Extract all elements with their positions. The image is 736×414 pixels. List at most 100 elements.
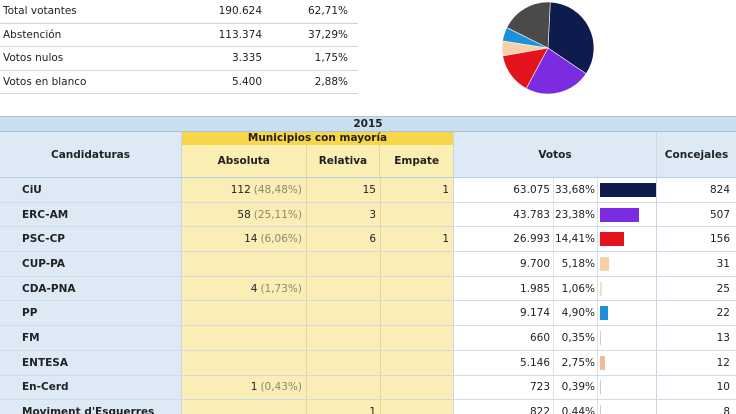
councillors-cell: 8 — [657, 400, 736, 414]
relative-majority-cell — [307, 276, 381, 301]
votes-cell: 723 — [454, 375, 554, 400]
vote-bar — [600, 380, 601, 395]
relative-majority-cell: 15 — [307, 178, 381, 202]
vote-bar-cell — [598, 178, 657, 202]
absolute-pct: (1,73%) — [260, 282, 302, 295]
councillors-cell: 31 — [657, 252, 736, 276]
vote-bar-cell — [598, 202, 657, 227]
relative-majority-cell — [307, 350, 381, 375]
table-header: Candidaturas Municipios con mayoría Abso… — [0, 132, 736, 178]
votes-cell: 26.993 — [454, 227, 554, 252]
table-row: Moviment d'Esquerres 1 822 0,44% 8 — [0, 400, 736, 414]
councillors-cell: 507 — [657, 202, 736, 227]
relative-majority-cell — [307, 301, 381, 326]
table-body: CiU 112 (48,48%) 15 1 63.075 33,68% 824 ERC-AM 58… — [0, 178, 736, 414]
vote-pct-cell: 33,68% — [554, 178, 598, 202]
summary-pct: 62,71% — [307, 5, 348, 18]
votes-cell: 5.146 — [454, 350, 554, 375]
vote-bar-cell — [598, 350, 657, 375]
summary-pct: 1,75% — [314, 52, 348, 65]
vote-pct-cell: 0,44% — [554, 400, 598, 414]
vote-bar — [600, 256, 609, 271]
table-row: CDA-PNA 4 (1,73%) 1.985 1,06% 25 — [0, 276, 736, 302]
absolute-count: 1 — [250, 381, 258, 394]
relative-majority-cell — [307, 326, 381, 350]
vote-bar — [600, 232, 624, 247]
tie-cell — [381, 276, 454, 301]
header-empate: Empate — [394, 155, 440, 167]
absolute-pct: (6,06%) — [260, 233, 302, 246]
vote-bar-cell — [598, 227, 657, 252]
councillors-cell: 13 — [657, 326, 736, 350]
party-name: Moviment d'Esquerres — [0, 400, 182, 414]
absolute-pct: (0,43%) — [260, 381, 302, 394]
absolute-pct: (48,48%) — [253, 183, 302, 196]
vote-pct-cell: 4,90% — [554, 301, 598, 326]
results-table: 2015 Candidaturas Municipios con mayoría… — [0, 116, 736, 414]
votes-cell: 1.985 — [454, 276, 554, 301]
table-row: FM 660 0,35% 13 — [0, 326, 736, 351]
absolute-majority-cell — [182, 400, 307, 414]
header-absoluta: Absoluta — [182, 145, 307, 177]
tie-cell — [381, 350, 454, 375]
votes-cell: 63.075 — [454, 178, 554, 202]
votes-cell: 9.700 — [454, 252, 554, 276]
table-row: En-Cerd 1 (0,43%) 723 0,39% 10 — [0, 375, 736, 401]
absolute-majority-cell — [182, 350, 307, 375]
summary-label: Total votantes — [3, 5, 77, 18]
councillors-cell: 22 — [657, 301, 736, 326]
vote-pct-cell: 0,35% — [554, 326, 598, 350]
table-row: CiU 112 (48,48%) 15 1 63.075 33,68% 824 — [0, 178, 736, 203]
year-header: 2015 — [0, 116, 736, 132]
pie-slice-erc-am — [525, 47, 587, 95]
relative-majority-cell — [307, 252, 381, 276]
summary-value: 5.400 — [231, 75, 262, 88]
councillors-cell: 25 — [657, 276, 736, 301]
absolute-majority-cell: 112 (48,48%) — [182, 178, 307, 202]
vote-bar-cell — [598, 326, 657, 350]
vote-bar — [600, 355, 605, 370]
vote-bar — [600, 306, 609, 321]
summary-row-blank: Votos en blanco 5.400 2,88% — [0, 71, 358, 94]
absolute-majority-cell: 14 (6,06%) — [182, 227, 307, 252]
header-votos: Votos — [454, 132, 657, 177]
vote-bar — [600, 207, 639, 222]
vote-pct-cell: 2,75% — [554, 350, 598, 375]
party-name: PP — [0, 301, 182, 326]
absolute-count: 14 — [244, 233, 258, 246]
vote-share-pie-chart — [501, 1, 595, 95]
tie-cell — [381, 301, 454, 326]
absolute-majority-cell — [182, 301, 307, 326]
summary-label: Votos en blanco — [3, 75, 87, 88]
vote-bar-cell — [598, 400, 657, 414]
councillors-cell: 156 — [657, 227, 736, 252]
header-relativa: Relativa — [307, 145, 381, 177]
summary-label: Abstención — [3, 28, 62, 41]
summary-label: Votos nulos — [3, 52, 64, 65]
absolute-count: 4 — [250, 282, 258, 295]
header-municipios-title: Municipios con mayoría — [182, 132, 453, 145]
summary-row-null: Votos nulos 3.335 1,75% — [0, 47, 358, 71]
vote-bar-cell — [598, 276, 657, 301]
votes-cell: 43.783 — [454, 202, 554, 227]
vote-bar-cell — [598, 252, 657, 276]
relative-majority-cell: 1 — [307, 400, 381, 414]
summary-pct: 37,29% — [307, 28, 348, 41]
vote-bar — [600, 281, 602, 296]
vote-bar-cell — [598, 301, 657, 326]
pie-slice-others — [506, 1, 551, 49]
absolute-majority-cell: 58 (25,11%) — [182, 202, 307, 227]
councillors-cell: 12 — [657, 350, 736, 375]
table-row: ERC-AM 58 (25,11%) 3 43.783 23,38% 507 — [0, 202, 736, 228]
summary-value: 113.374 — [218, 28, 262, 41]
vote-bar — [600, 405, 601, 414]
absolute-majority-cell — [182, 326, 307, 350]
votes-cell: 660 — [454, 326, 554, 350]
pie-slice-ciu — [547, 1, 595, 75]
summary-row-abstention: Abstención 113.374 37,29% — [0, 24, 358, 47]
tie-cell: 1 — [381, 227, 454, 252]
absolute-majority-cell: 4 (1,73%) — [182, 276, 307, 301]
table-row: ENTESA 5.146 2,75% 12 — [0, 350, 736, 376]
relative-majority-cell: 6 — [307, 227, 381, 252]
party-name: En-Cerd — [0, 375, 182, 400]
